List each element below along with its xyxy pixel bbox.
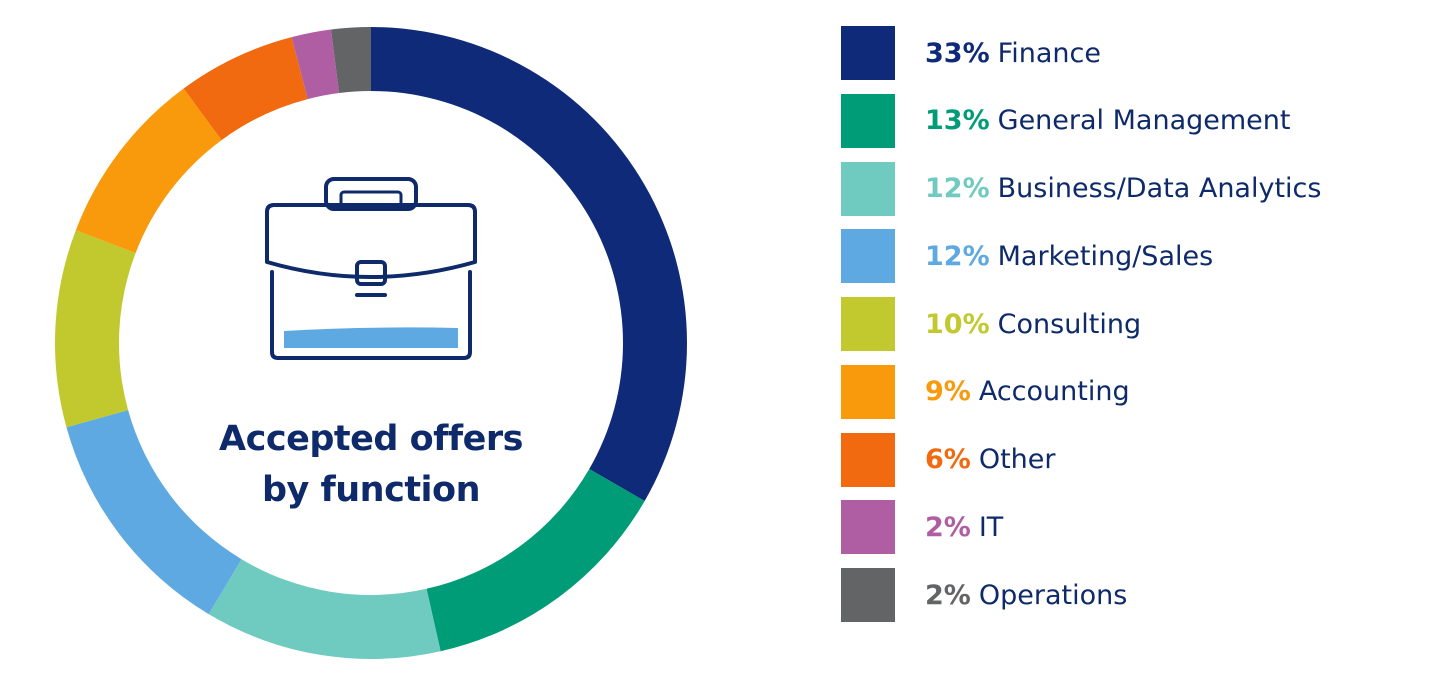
legend-swatch <box>841 568 895 622</box>
legend-item-it: 2% IT <box>841 500 1431 555</box>
legend-swatch <box>841 364 895 419</box>
legend-item-operations: 2% Operations <box>841 568 1431 622</box>
legend-percent: 12% <box>925 240 990 272</box>
legend-percent: 12% <box>925 173 990 204</box>
legend-label: Finance <box>997 37 1101 69</box>
donut-slice-other <box>183 37 308 141</box>
legend-text: 12% Marketing/Sales <box>925 241 1213 272</box>
donut-slice-marketing-sales <box>66 410 242 615</box>
donut-slice-operations <box>330 27 371 94</box>
donut-slice-finance <box>371 27 687 501</box>
legend-percent: 9% <box>925 376 971 408</box>
legend-label: Other <box>978 444 1056 475</box>
donut-slice-it <box>291 29 340 100</box>
legend-text: 2% IT <box>925 512 1003 543</box>
legend-swatch <box>841 432 895 487</box>
legend-swatch <box>841 297 895 351</box>
legend-label: Accounting <box>978 376 1130 408</box>
legend-text: 13% General Management <box>925 105 1291 136</box>
legend-percent: 10% <box>925 308 990 340</box>
legend: 33% Finance 13% General Management 12% Busine… <box>841 26 1431 626</box>
chart-title: Accepted offers by function <box>191 414 551 516</box>
donut-slices <box>54 27 687 660</box>
legend-text: 10% Consulting <box>925 309 1141 340</box>
briefcase-icon <box>265 177 477 360</box>
legend-item-accounting: 9% Accounting <box>841 364 1431 419</box>
legend-item-consulting: 10% Consulting <box>841 297 1431 351</box>
legend-text: 6% Other <box>925 444 1056 475</box>
legend-swatch <box>841 229 895 284</box>
legend-label: Business/Data Analytics <box>997 173 1322 204</box>
legend-item-marketing-sales: 12% Marketing/Sales <box>841 229 1431 284</box>
donut-slice-accounting <box>75 88 222 254</box>
donut-chart <box>54 27 687 660</box>
donut-slice-consulting <box>54 230 136 428</box>
legend-label: Operations <box>978 579 1128 611</box>
chart-title-line-2: by function <box>261 470 481 510</box>
legend-text: 9% Accounting <box>925 376 1130 407</box>
legend-label: IT <box>978 511 1004 543</box>
legend-item-business-data-analytics: 12% Business/Data Analytics <box>841 161 1431 216</box>
legend-percent: 2% <box>925 579 971 611</box>
legend-percent: 13% <box>925 105 990 137</box>
donut-slice-general-management <box>426 469 645 652</box>
legend-item-other: 6% Other <box>841 432 1431 487</box>
legend-percent: 2% <box>925 511 971 543</box>
legend-text: 2% Operations <box>925 580 1127 611</box>
legend-swatch <box>841 500 895 555</box>
donut-slice-business-data-analytics <box>208 559 441 660</box>
legend-swatch <box>841 26 895 80</box>
legend-swatch <box>841 93 895 148</box>
legend-swatch <box>841 161 895 216</box>
legend-label: Consulting <box>997 308 1142 340</box>
legend-percent: 33% <box>925 37 990 69</box>
legend-percent: 6% <box>925 444 971 475</box>
chart-title-line-1: Accepted offers <box>219 419 523 459</box>
legend-label: Marketing/Sales <box>997 240 1214 272</box>
legend-text: 12% Business/Data Analytics <box>925 173 1321 204</box>
legend-label: General Management <box>997 105 1291 137</box>
legend-text: 33% Finance <box>925 38 1101 69</box>
legend-item-general-management: 13% General Management <box>841 93 1431 148</box>
legend-item-finance: 33% Finance <box>841 26 1431 80</box>
